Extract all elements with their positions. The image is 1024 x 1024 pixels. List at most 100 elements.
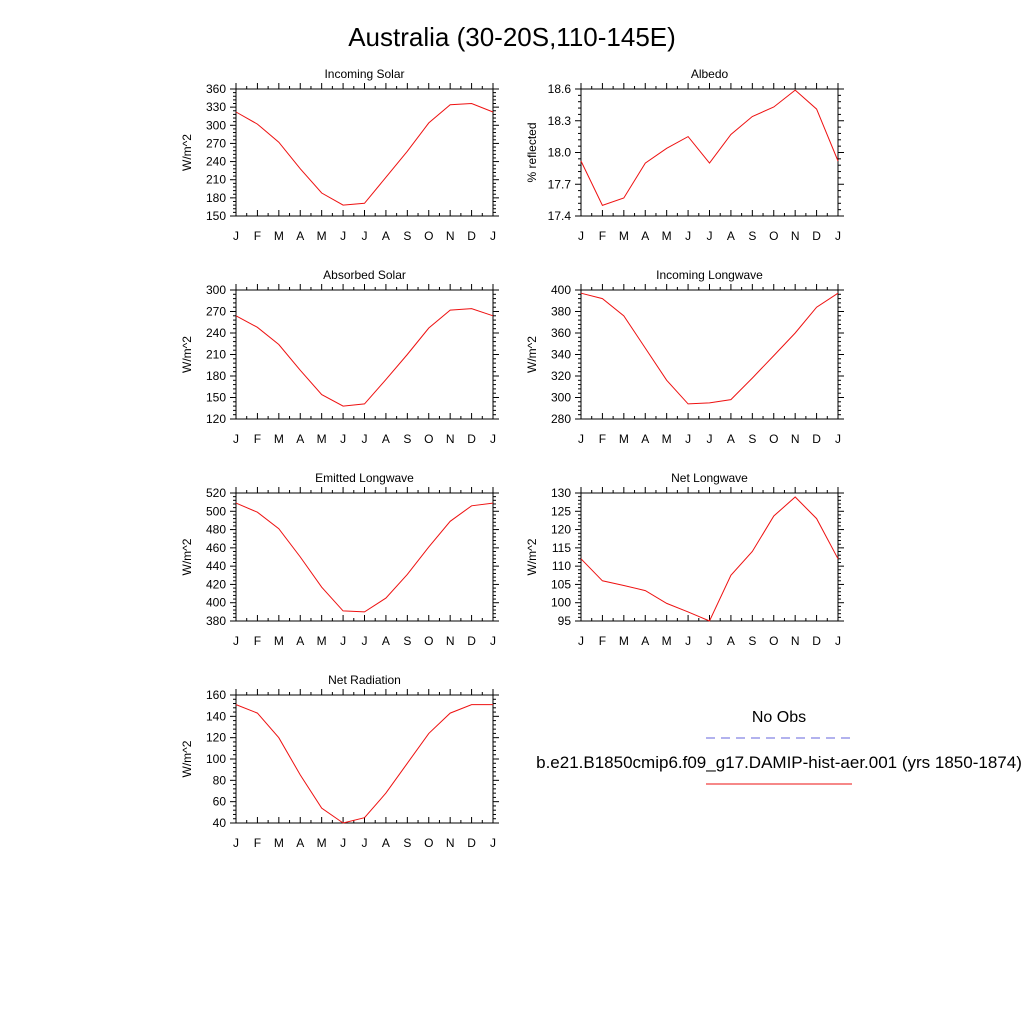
x-tick-label: F [599,229,606,243]
x-tick-label: S [748,432,756,446]
x-tick-label: J [578,432,584,446]
x-tick-label: D [467,836,476,850]
y-tick-label: 240 [206,155,226,169]
x-tick-label: J [340,836,346,850]
series-line [235,102,494,206]
x-tick-label: N [791,634,800,648]
x-tick-label: O [769,634,778,648]
plot-frame [235,694,494,824]
x-tick-label: S [748,634,756,648]
legend-model-label: b.e21.B1850cmip6.f09_g17.DAMIP-hist-aer.… [536,753,1022,772]
plot-frame [235,88,494,217]
x-tick-label: J [362,432,368,446]
y-tick-label: 150 [206,209,226,223]
y-tick-label: 110 [552,559,571,573]
x-tick-label: J [490,432,496,446]
x-tick-label: M [274,836,284,850]
y-tick-label: 120 [551,523,571,537]
x-tick-label: F [599,432,606,446]
x-tick-label: M [274,432,284,446]
x-tick-label: A [296,229,304,243]
x-tick-label: F [254,634,261,648]
x-tick-label: J [707,432,713,446]
x-tick-label: J [233,836,239,850]
x-tick-label: S [403,432,411,446]
y-tick-label: 270 [206,305,226,319]
x-tick-label: A [382,836,390,850]
x-tick-label: J [707,634,713,648]
x-tick-label: O [424,432,433,446]
x-tick-label: S [403,229,411,243]
plot-frame [235,492,494,622]
y-tick-label: 180 [206,369,226,383]
x-tick-label: A [727,634,735,648]
plot-frame [580,492,839,622]
x-tick-label: A [382,634,390,648]
y-axis-label: W/m^2 [180,740,194,777]
y-axis-label: W/m^2 [180,336,194,373]
x-tick-label: J [578,229,584,243]
y-tick-label: 18.0 [548,146,572,160]
y-tick-label: 95 [558,614,572,628]
y-tick-label: 500 [206,504,226,518]
y-tick-label: 150 [206,391,226,405]
x-tick-label: O [769,229,778,243]
y-tick-label: 360 [551,326,571,340]
y-tick-label: 160 [206,688,226,702]
legend-obs-label: No Obs [752,709,806,726]
x-tick-label: M [662,229,672,243]
x-tick-label: F [254,836,261,850]
x-tick-label: S [748,229,756,243]
y-tick-label: 380 [206,614,226,628]
x-tick-label: M [317,836,327,850]
x-tick-label: D [812,432,821,446]
panel-title: Absorbed Solar [323,268,406,282]
x-tick-label: A [296,432,304,446]
x-tick-label: D [467,229,476,243]
y-tick-label: 480 [206,523,226,537]
x-tick-label: A [382,229,390,243]
x-tick-label: M [317,229,327,243]
x-tick-label: J [578,634,584,648]
x-tick-label: A [641,634,649,648]
y-tick-label: 400 [551,283,571,297]
y-tick-label: 320 [551,369,571,383]
y-tick-label: 460 [206,541,226,555]
figure-title: Australia (30-20S,110-145E) [348,22,676,52]
y-tick-label: 60 [213,795,227,809]
y-tick-label: 130 [551,486,571,500]
panel-title: Emitted Longwave [315,471,414,485]
y-tick-label: 280 [551,412,571,426]
series-line [580,89,839,207]
panel-title: Net Longwave [671,471,748,485]
x-tick-label: M [619,229,629,243]
x-tick-label: M [662,432,672,446]
series-line [580,496,839,622]
y-tick-label: 330 [206,100,226,114]
x-tick-label: J [362,229,368,243]
x-tick-label: D [467,634,476,648]
x-tick-label: J [490,229,496,243]
x-tick-label: O [424,836,433,850]
series-line [235,502,494,613]
x-tick-label: M [317,634,327,648]
y-tick-label: 440 [206,559,226,573]
x-tick-label: J [685,432,691,446]
y-tick-label: 120 [206,731,226,745]
x-tick-label: J [362,836,368,850]
x-tick-label: S [403,836,411,850]
y-tick-label: 210 [206,348,226,362]
x-tick-label: J [835,432,841,446]
y-tick-label: 140 [206,709,226,723]
x-tick-label: D [812,634,821,648]
x-tick-label: O [769,432,778,446]
y-tick-label: 120 [206,412,226,426]
x-tick-label: N [791,432,800,446]
x-tick-label: A [296,634,304,648]
y-axis-label: W/m^2 [525,336,539,373]
y-tick-label: 18.3 [548,114,572,128]
y-tick-label: 520 [206,486,226,500]
x-tick-label: N [446,229,455,243]
